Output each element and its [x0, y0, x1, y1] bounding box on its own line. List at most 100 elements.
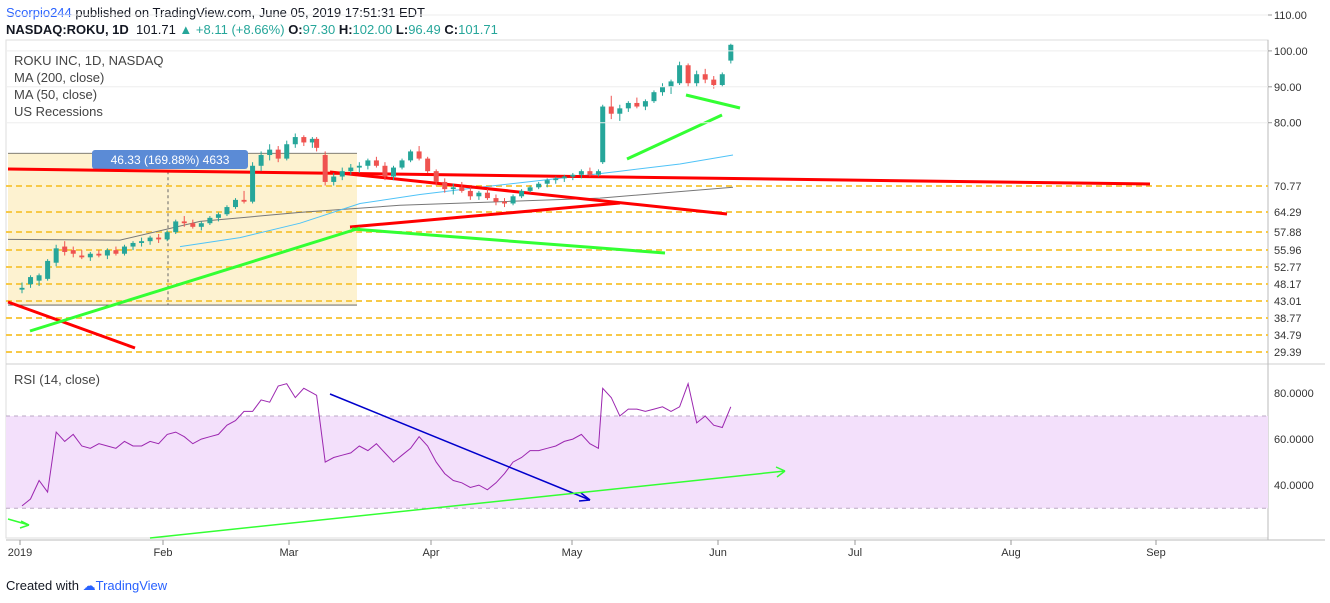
- author-link[interactable]: Scorpio244: [6, 5, 72, 20]
- candle-body: [250, 165, 256, 202]
- legend-rsi[interactable]: RSI (14, close): [14, 372, 100, 387]
- candle-body: [314, 138, 320, 148]
- legend-recessions[interactable]: US Recessions: [14, 104, 103, 119]
- candle-body: [668, 81, 674, 87]
- measure-zone[interactable]: [8, 153, 357, 306]
- candle-body: [215, 214, 221, 218]
- green-trendline-down[interactable]: [351, 227, 666, 255]
- rsi-tick-label: 80.0000: [1274, 388, 1314, 400]
- open-value: 97.30: [302, 22, 336, 37]
- time-tick-label: Apr: [422, 547, 439, 559]
- candle-body: [70, 250, 76, 254]
- candle-body: [502, 201, 508, 204]
- candle-body: [53, 248, 59, 263]
- green-trendline-up[interactable]: [29, 226, 361, 333]
- blue-rsi-trendline[interactable]: [329, 393, 591, 501]
- symbol-label: NASDAQ:ROKU, 1D: [6, 22, 129, 37]
- rsi-tick-label: 40.0000: [1274, 480, 1314, 492]
- price-tick-label: 110.00: [1274, 10, 1307, 22]
- candle-body: [536, 183, 542, 188]
- candle-body: [190, 223, 196, 227]
- price-level-label: 29.39: [1274, 347, 1302, 359]
- high-label: H:: [338, 22, 353, 37]
- tradingview-logo-icon: ☁: [82, 578, 96, 593]
- candle-body: [339, 171, 345, 177]
- candle-body: [267, 149, 273, 156]
- candle-body: [510, 196, 516, 204]
- candle-body: [45, 260, 51, 279]
- candle-body: [233, 199, 238, 208]
- rsi-band: [6, 416, 1268, 509]
- candle-body: [382, 165, 388, 177]
- candle-body: [587, 171, 593, 175]
- candle-body: [121, 246, 127, 254]
- last-price: 101.71: [136, 22, 176, 37]
- candle-body: [711, 79, 717, 86]
- candle-body: [459, 187, 465, 191]
- red-trendline-long[interactable]: [7, 167, 1151, 186]
- created-with-text: Created with: [6, 578, 79, 593]
- price-change: ▲ +8.11 (+8.66%): [179, 22, 285, 37]
- candle-body: [570, 174, 576, 177]
- red-trendline-lower[interactable]: [349, 201, 621, 229]
- close-label: C:: [444, 22, 459, 37]
- ma50-line: [179, 154, 734, 248]
- blue-arrow-head: [578, 492, 591, 502]
- candle-body: [442, 181, 448, 190]
- time-tick-label: Feb: [154, 547, 173, 559]
- candle-body: [553, 178, 559, 181]
- candle-body: [96, 253, 102, 256]
- candle-body: [425, 158, 431, 172]
- candle-body: [625, 102, 631, 109]
- rsi-tick-label: 60.0000: [1274, 434, 1314, 446]
- high-value: 102.00: [352, 22, 393, 37]
- publish-text: published on TradingView.com, June 05, 2…: [75, 5, 425, 20]
- candle-body: [104, 250, 110, 256]
- time-tick-label: May: [562, 547, 583, 559]
- candle-body: [399, 160, 405, 168]
- candle-body: [292, 137, 298, 145]
- candle-body: [595, 171, 601, 175]
- price-level-label: 34.79: [1274, 330, 1302, 342]
- candle-body: [519, 190, 525, 197]
- candle-body: [694, 74, 700, 84]
- time-tick-label: Aug: [1001, 547, 1021, 559]
- green-rsi-trendline[interactable]: [149, 470, 786, 539]
- candle-body: [450, 187, 456, 190]
- candle-body: [617, 108, 623, 114]
- candle-body: [139, 241, 145, 243]
- candle-body: [322, 155, 328, 182]
- footer: Created with ☁TradingView: [6, 578, 167, 594]
- candle-body: [198, 223, 204, 227]
- price-level-label: 55.96: [1274, 245, 1302, 257]
- red-trendline-left[interactable]: [7, 300, 136, 350]
- price-level-label: 64.29: [1274, 207, 1302, 219]
- tradingview-brand[interactable]: TradingView: [95, 578, 168, 593]
- candle-body: [719, 74, 725, 86]
- legend-ma200[interactable]: MA (200, close): [14, 70, 105, 85]
- candle-body: [544, 180, 550, 184]
- green-flag-upper[interactable]: [685, 93, 741, 110]
- time-tick-label: Mar: [280, 547, 299, 559]
- red-trendline-upper[interactable]: [329, 170, 728, 216]
- candle-body: [651, 92, 657, 102]
- candle-body: [241, 199, 247, 202]
- candle-body: [476, 192, 482, 197]
- candle-body: [36, 275, 42, 281]
- green-flag-lower[interactable]: [626, 113, 723, 161]
- candle-body: [408, 151, 414, 161]
- candle-body: [578, 171, 584, 175]
- low-label: L:: [395, 22, 409, 37]
- candle-body: [173, 221, 179, 233]
- candle-body: [19, 287, 25, 290]
- time-tick-label: 2019: [8, 547, 32, 559]
- close-value: 101.71: [458, 22, 498, 37]
- legend-ma50[interactable]: MA (50, close): [14, 87, 98, 102]
- candle-body: [373, 160, 379, 166]
- candle-body: [365, 160, 371, 166]
- candle-body: [493, 198, 499, 202]
- candle-body: [561, 176, 567, 179]
- time-tick-label: Jun: [709, 547, 727, 559]
- candle-body: [258, 155, 264, 166]
